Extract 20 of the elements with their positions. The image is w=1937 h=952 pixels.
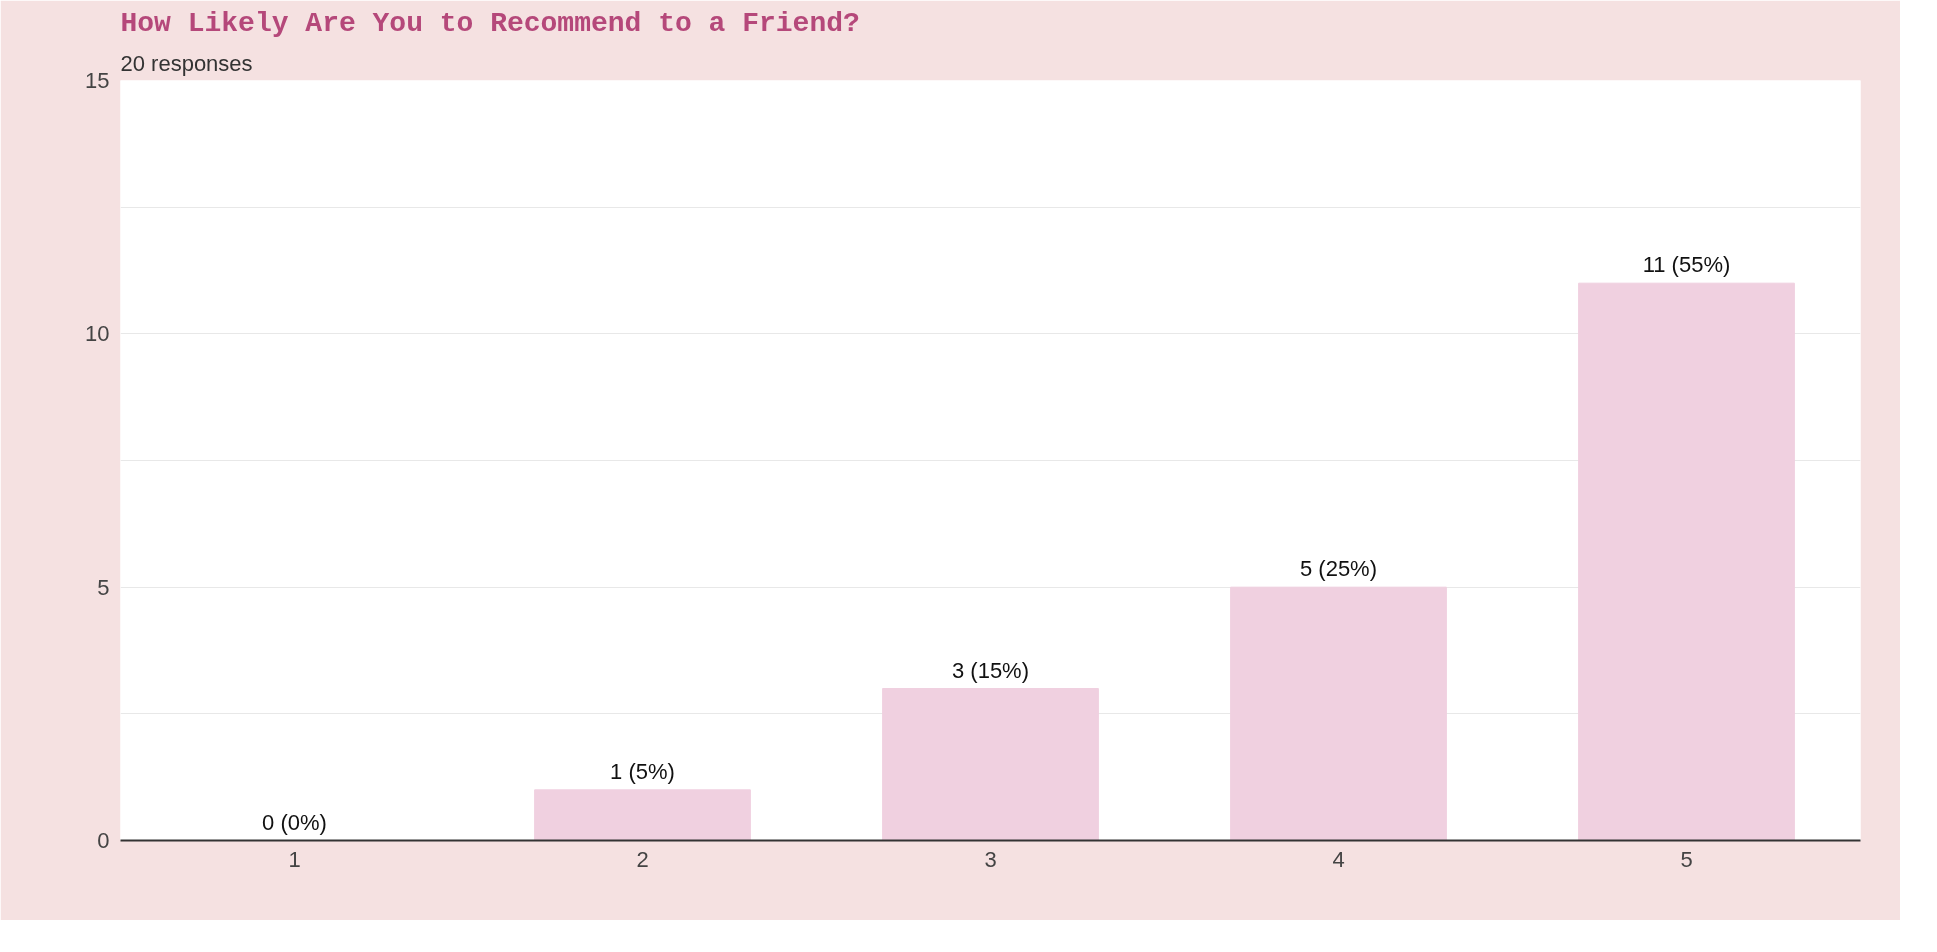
bar: [1578, 282, 1795, 841]
data-label: 11 (55%): [1642, 252, 1731, 278]
bar: [534, 789, 751, 841]
data-label: 3 (15%): [951, 657, 1030, 683]
bar: [882, 688, 1099, 841]
x-tick-label: 2: [636, 846, 649, 872]
data-label: 1 (5%): [610, 758, 675, 784]
y-tick-label: 5: [97, 574, 110, 600]
chart-title: How Likely Are You to Recommend to a Friend?: [120, 7, 860, 39]
data-label: 5 (25%): [1299, 556, 1378, 582]
data-label: 0 (0%): [262, 809, 327, 835]
x-tick-label: 3: [984, 846, 997, 872]
y-tick-label: 0: [97, 828, 110, 853]
y-tick-label: 15: [85, 68, 110, 93]
x-tick-label: 4: [1332, 846, 1345, 872]
bar: [1230, 586, 1447, 841]
x-tick-label: 5: [1680, 846, 1693, 872]
y-tick-label: 10: [85, 321, 110, 347]
chart-subtitle: 20 responses: [120, 50, 253, 76]
x-tick-label: 1: [288, 846, 301, 872]
